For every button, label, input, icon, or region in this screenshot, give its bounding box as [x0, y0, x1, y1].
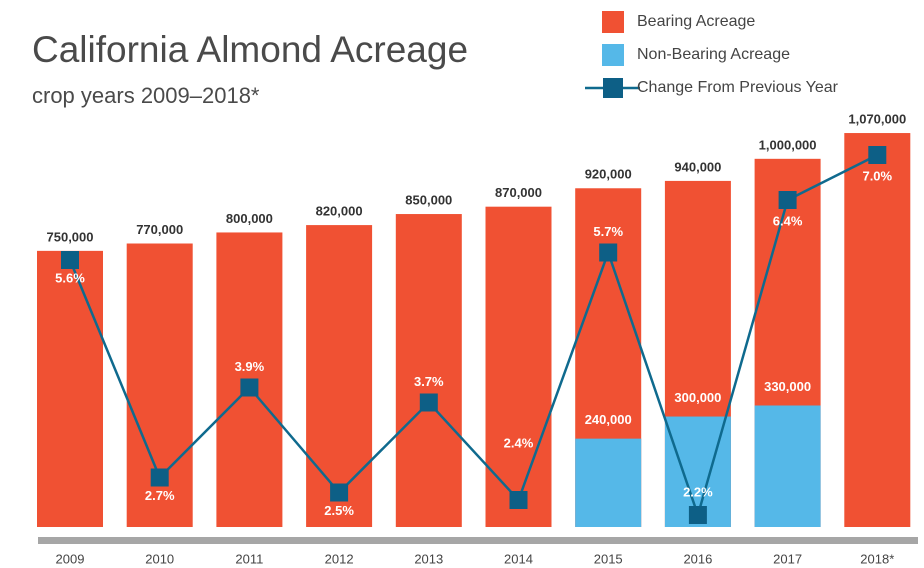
x-tick-label: 2012 — [325, 551, 354, 566]
chart-title: California Almond Acreage — [32, 29, 468, 70]
x-tick-label: 2016 — [683, 551, 712, 566]
bar — [844, 133, 911, 527]
line-marker — [419, 393, 438, 412]
x-tick-label: 2018* — [860, 551, 894, 566]
x-tick-label: 2014 — [504, 551, 533, 566]
data-label: 3.9% — [235, 359, 265, 374]
bar — [754, 405, 821, 527]
bar — [575, 438, 642, 527]
line-marker — [599, 243, 618, 262]
data-label: 750,000 — [47, 229, 94, 244]
data-label: 850,000 — [405, 192, 452, 207]
data-label: 870,000 — [495, 185, 542, 200]
data-label: 5.7% — [593, 224, 623, 239]
x-tick-label: 2011 — [235, 551, 263, 566]
line-marker — [509, 491, 528, 509]
data-label: 920,000 — [585, 167, 632, 182]
data-label: 330,000 — [764, 379, 811, 394]
line — [68, 153, 878, 520]
legend-label: Non-Bearing Acreage — [637, 46, 790, 63]
data-label: 5.6% — [55, 270, 85, 285]
legend-swatch — [602, 44, 624, 66]
line-marker — [330, 483, 349, 502]
data-label: 240,000 — [585, 412, 632, 427]
line-marker — [868, 146, 887, 164]
data-label: 2.4% — [504, 435, 534, 450]
data-label: 2.7% — [145, 488, 175, 503]
chart-subtitle: crop years 2009–2018* — [32, 83, 260, 108]
x-tick-label: 2010 — [145, 551, 174, 566]
legend-swatch — [602, 11, 624, 33]
data-label: 2.2% — [683, 484, 713, 499]
x-tick-label: 2017 — [773, 551, 802, 566]
data-label: 1,000,000 — [759, 137, 817, 152]
data-label: 6.4% — [773, 213, 803, 228]
legend-marker — [603, 78, 623, 98]
data-label: 770,000 — [136, 222, 183, 237]
x-axis-bar — [38, 537, 918, 544]
x-tick-label: 2013 — [414, 551, 443, 566]
bar — [37, 250, 103, 527]
data-label: 7.0% — [862, 168, 892, 183]
legend-label: Change From Previous Year — [637, 79, 839, 96]
data-label: 2.5% — [324, 503, 354, 518]
line-marker — [778, 191, 797, 209]
data-label: 820,000 — [316, 204, 363, 219]
data-label: 3.7% — [414, 374, 444, 389]
x-tick-label: 2015 — [594, 551, 623, 566]
data-label: 940,000 — [674, 159, 721, 174]
line-marker — [240, 378, 259, 397]
bar — [306, 225, 373, 527]
data-label: 1,070,000 — [848, 111, 906, 126]
line-marker — [61, 251, 79, 269]
data-label: 800,000 — [226, 211, 273, 226]
bar — [395, 214, 462, 527]
line-marker — [150, 468, 169, 487]
x-tick-label: 2009 — [56, 551, 85, 566]
legend-label: Bearing Acreage — [637, 13, 755, 30]
data-label: 300,000 — [674, 390, 721, 405]
line-marker — [688, 506, 707, 524]
bar — [485, 206, 552, 527]
